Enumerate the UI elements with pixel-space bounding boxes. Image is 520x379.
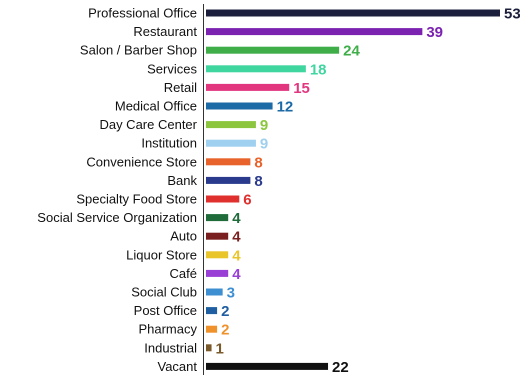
value-label: 24 <box>343 43 360 60</box>
bar <box>206 121 256 129</box>
value-label: 4 <box>232 229 241 246</box>
bar <box>206 307 218 315</box>
category-label: Institution <box>141 136 197 151</box>
bar <box>206 65 306 73</box>
category-label: Bank <box>167 173 197 188</box>
value-label: 8 <box>254 173 262 190</box>
bar <box>206 139 256 147</box>
value-label: 6 <box>243 192 251 209</box>
bar <box>206 344 212 352</box>
category-label: Professional Office <box>88 6 197 21</box>
value-label: 15 <box>293 80 310 97</box>
category-label: Industrial <box>144 340 197 355</box>
category-label: Restaurant <box>133 24 197 39</box>
value-label: 12 <box>277 99 294 116</box>
category-label: Post Office <box>134 303 197 318</box>
value-label: 53 <box>504 6 520 23</box>
bar <box>206 288 223 296</box>
category-label: Social Club <box>131 285 197 300</box>
bar <box>206 195 240 203</box>
value-label: 4 <box>232 266 241 283</box>
bar <box>206 325 218 333</box>
category-label: Café <box>170 266 197 281</box>
category-label: Retail <box>164 80 197 95</box>
bar <box>206 176 251 184</box>
category-label: Vacant <box>157 359 197 374</box>
bar <box>206 362 329 370</box>
category-label: Specialty Food Store <box>76 192 197 207</box>
value-label: 22 <box>332 359 349 376</box>
value-label: 39 <box>426 24 443 41</box>
bar <box>206 251 229 259</box>
value-label: 3 <box>227 285 235 302</box>
category-label: Salon / Barber Shop <box>80 43 197 58</box>
bar <box>206 214 229 222</box>
bar <box>206 9 500 17</box>
category-label: Pharmacy <box>138 322 197 337</box>
category-label: Liquor Store <box>126 247 197 262</box>
bar <box>206 269 229 277</box>
value-label: 9 <box>260 136 268 153</box>
value-label: 2 <box>221 303 229 320</box>
category-label: Medical Office <box>115 99 197 114</box>
bar <box>206 232 229 240</box>
bar <box>206 83 290 91</box>
bar <box>206 158 251 166</box>
value-label: 4 <box>232 210 241 227</box>
value-label: 18 <box>310 61 327 78</box>
value-label: 8 <box>254 154 262 171</box>
value-label: 9 <box>260 117 268 134</box>
category-label: Services <box>147 61 197 76</box>
category-label: Day Care Center <box>99 117 197 132</box>
value-label: 2 <box>221 322 229 339</box>
bar <box>206 102 273 110</box>
value-label: 1 <box>216 340 224 357</box>
bar <box>206 28 423 36</box>
category-label: Social Service Organization <box>37 210 197 225</box>
value-label: 4 <box>232 247 241 264</box>
category-label: Convenience Store <box>86 154 197 169</box>
category-label: Auto <box>170 229 197 244</box>
bar <box>206 46 340 54</box>
